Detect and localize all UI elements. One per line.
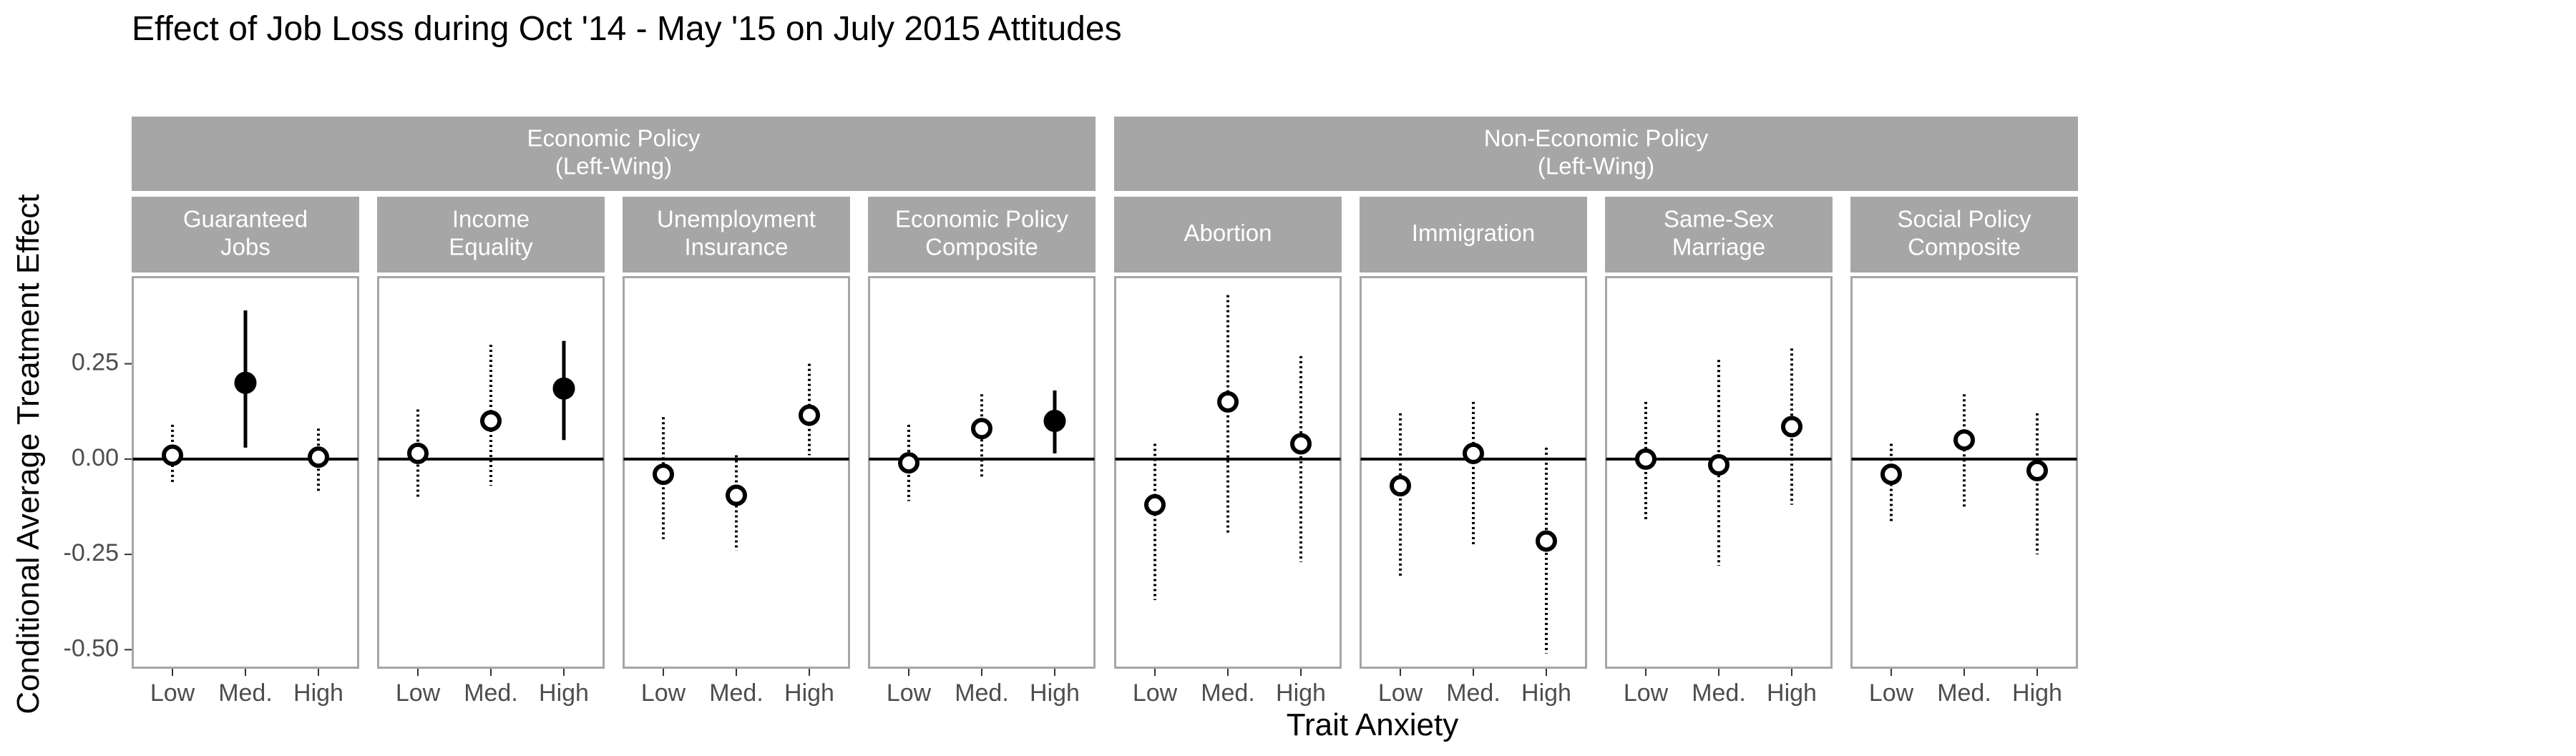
x-tick-label-6-2: Med. [1446,679,1501,707]
point-estimate-1-2 [234,371,257,394]
x-tick-label-7-1: Low [1624,679,1669,707]
panel-strip-label-4: Economic Policy Composite [895,205,1069,260]
plot-area: Economic Policy (Left-Wing) Non-Economic P… [64,117,2078,707]
panel-strip-3 [623,197,850,273]
x-tick-label-5-1: Low [1133,679,1178,707]
panel-strip-label-3: Unemployment Insurance [657,205,816,260]
x-tick-label-8-1: Low [1869,679,1914,707]
x-tick-label-6-3: High [1521,679,1571,707]
panel-border-2 [377,276,605,669]
x-tick-label-2-2: Med. [464,679,518,707]
panel-strip-2 [377,197,605,273]
x-tick-label-5-2: Med. [1201,679,1255,707]
point-estimate-6-3 [1536,530,1557,552]
point-estimate-7-1 [1635,448,1657,470]
point-estimate-4-1 [898,452,919,474]
point-estimate-4-2 [971,418,992,440]
x-tick-label-8-2: Med. [1937,679,1991,707]
x-tick-label-3-3: High [784,679,834,707]
point-estimate-5-2 [1217,391,1239,413]
x-tick-label-7-2: Med. [1692,679,1746,707]
x-axis-title: Trait Anxiety [1287,707,1458,742]
point-estimate-4-3 [1043,410,1066,433]
group-strip-label-1: Economic Policy (Left-Wing) [527,124,701,179]
x-tick-label-2-3: High [539,679,589,707]
point-estimate-2-2 [480,410,502,432]
group-strip-label-2: Non-Economic Policy (Left-Wing) [1484,124,1709,179]
y-axis-title: Conditional Average Treatment Effect [11,194,46,714]
panel-border-4 [868,276,1096,669]
point-estimate-3-2 [726,484,747,506]
panel-strip-label-5: Abortion [1184,220,1272,246]
x-tick-label-2-1: Low [396,679,441,707]
x-tick-label-7-3: High [1767,679,1817,707]
point-estimate-6-2 [1463,442,1484,464]
point-estimate-5-1 [1144,494,1166,516]
x-tick-label-5-3: High [1276,679,1326,707]
panel-strip-1 [132,197,359,273]
point-estimate-5-3 [1290,433,1312,455]
chart-title: Effect of Job Loss during Oct '14 - May … [132,10,1122,48]
point-estimate-3-3 [799,404,820,426]
y-tick-label-3: -0.25 [64,539,119,566]
x-tick-label-6-1: Low [1378,679,1423,707]
point-estimate-2-3 [552,377,575,400]
x-tick-label-1-1: Low [150,679,195,707]
panel-strip-label-7: Same-Sex Marriage [1664,205,1775,260]
panel-strip-label-8: Social Policy Composite [1897,205,2031,260]
panel-strip-label-2: Income Equality [449,205,533,260]
x-tick-label-3-1: Low [641,679,686,707]
panel-strip-5 [1114,197,1342,273]
x-tick-label-3-2: Med. [709,679,763,707]
point-estimate-7-2 [1708,453,1729,476]
panel-strip-8 [1850,197,2078,273]
x-tick-label-8-3: High [2012,679,2062,707]
y-tick-label-4: -0.50 [64,634,119,662]
x-tick-label-4-3: High [1030,679,1080,707]
x-tick-label-4-1: Low [887,679,932,707]
point-estimate-3-1 [653,463,674,486]
x-tick-label-4-2: Med. [955,679,1009,707]
x-tick-label-1-3: High [293,679,343,707]
y-tick-label-2: 0.00 [72,444,119,471]
point-estimate-8-2 [1953,429,1975,451]
point-estimate-8-1 [1880,463,1902,486]
point-estimate-1-3 [308,446,329,468]
panel-strip-label-6: Immigration [1412,220,1535,246]
point-estimate-8-3 [2026,459,2048,481]
panel-strip-label-1: Guaranteed Jobs [183,205,308,260]
panel-strip-4 [868,197,1096,273]
point-estimate-6-1 [1390,475,1411,497]
point-estimate-2-1 [407,442,429,464]
y-tick-label-1: 0.25 [72,349,119,376]
panel-strip-7 [1605,197,1833,273]
panel-strip-6 [1360,197,1587,273]
point-estimate-1-1 [162,444,183,466]
x-tick-label-1-2: Med. [218,679,273,707]
group-strip-1 [132,117,1096,191]
group-strip-2 [1114,117,2078,191]
point-estimate-7-3 [1781,416,1802,438]
